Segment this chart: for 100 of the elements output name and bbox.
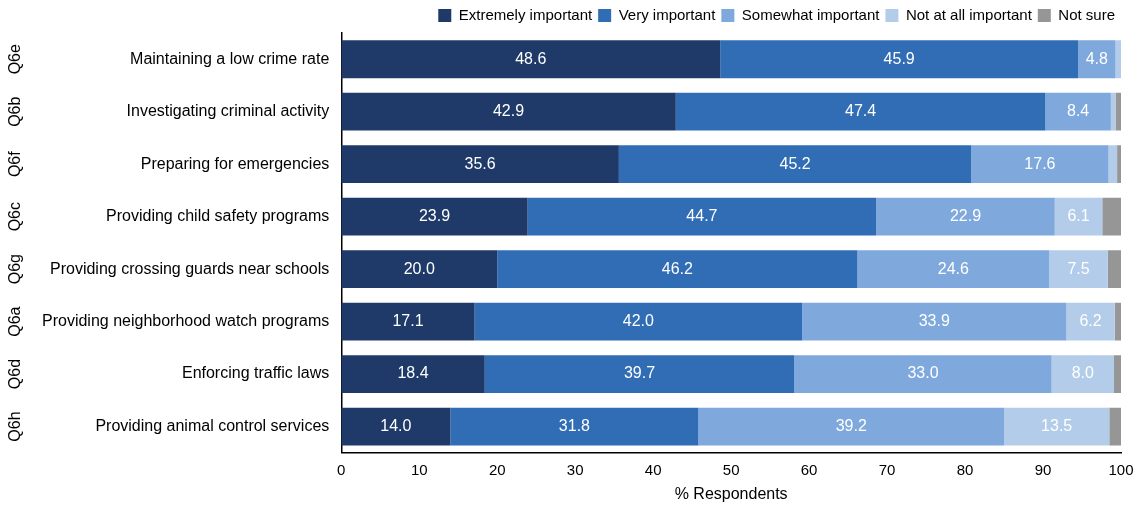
bar: [341, 302, 475, 341]
bar: [1078, 40, 1116, 79]
text: Q6g: [6, 254, 24, 285]
bar: [341, 407, 451, 446]
x-tick-label: 90: [1034, 460, 1052, 478]
legend-label: Extremely important: [458, 5, 593, 23]
bar: [341, 145, 619, 184]
legend-label: Very important: [618, 5, 717, 23]
data-label: 33.0: [907, 364, 939, 382]
y-tick-label: Providing animal control services: [95, 416, 330, 434]
data-label: 46.2: [661, 259, 694, 277]
data-label: 8.4: [1066, 102, 1090, 120]
x-tick-label: 60: [800, 460, 818, 478]
y-tick-label: Providing crossing guards near schools: [50, 259, 330, 277]
data-label: 42.9: [492, 102, 525, 120]
bar: [1054, 197, 1103, 236]
bar: [341, 92, 676, 131]
bar: [1066, 302, 1115, 341]
text: Q6b: [6, 96, 24, 127]
data-label: 7.5: [1067, 259, 1090, 277]
y-tick-label: Providing neighborhood watch programs: [42, 312, 330, 330]
bar: [1045, 92, 1111, 131]
x-tick-label: 70: [878, 460, 896, 478]
data-label: 42.0: [622, 312, 655, 330]
bar: [341, 197, 528, 236]
data-label: 6.2: [1079, 312, 1102, 330]
legend-label: Not at all important: [905, 5, 1033, 23]
x-tick-label: 30: [566, 460, 584, 478]
x-tick-label: 40: [644, 460, 662, 478]
bar: [1117, 145, 1121, 184]
bar: [497, 250, 858, 289]
data-label: 39.7: [623, 364, 656, 382]
bar: [1115, 92, 1121, 131]
legend-label: Somewhat important: [741, 5, 881, 23]
data-label: 14.0: [380, 416, 412, 434]
bar: [1102, 197, 1121, 236]
data-label: 8.0: [1071, 364, 1095, 382]
bar: [474, 302, 803, 341]
data-label: 31.8: [558, 416, 591, 434]
data-label: 39.2: [835, 416, 867, 434]
y-tick-label: Providing child safety programs: [106, 207, 330, 225]
bar: [675, 92, 1046, 131]
data-label: 23.9: [418, 207, 451, 225]
bar: [450, 407, 699, 446]
y-tick-label: Enforcing traffic laws: [181, 364, 330, 382]
data-label: 44.7: [686, 207, 718, 225]
bar: [1049, 250, 1108, 289]
bar: [341, 40, 721, 79]
bar: [1004, 407, 1110, 446]
text: Q6e: [6, 44, 24, 75]
bar: [618, 145, 972, 184]
bar: [720, 40, 1079, 79]
data-label: 48.6: [515, 49, 547, 67]
y-tick-label: Maintaining a low crime rate: [130, 49, 330, 67]
data-label: 13.5: [1041, 416, 1073, 434]
text: Q6f: [6, 150, 24, 178]
text: Q6c: [6, 201, 24, 232]
legend-label: Not sure: [1058, 5, 1116, 23]
y-tick-label: Investigating criminal activity: [126, 102, 330, 120]
bar: [484, 355, 795, 393]
x-axis-title: % Respondents: [674, 484, 788, 502]
data-label: 18.4: [397, 364, 429, 382]
bar: [802, 302, 1067, 341]
bar: [794, 355, 1052, 393]
bar: [1108, 145, 1118, 184]
data-label: 17.6: [1024, 154, 1056, 172]
x-tick-label: 10: [410, 460, 428, 478]
bar: [1051, 355, 1114, 393]
data-label: 17.1: [392, 312, 424, 330]
data-label: 45.2: [779, 154, 811, 172]
x-tick-label: 20: [488, 460, 506, 478]
data-label: 24.6: [937, 259, 970, 277]
bar: [1110, 92, 1116, 131]
bar: [971, 145, 1109, 184]
bar: [1114, 302, 1121, 341]
bar: [1109, 407, 1121, 446]
data-label: 20.0: [403, 259, 435, 277]
data-label: 45.9: [883, 49, 915, 67]
data-label: 22.9: [949, 207, 982, 225]
x-tick-label: 100: [1108, 460, 1134, 478]
text: Q6d: [6, 358, 24, 390]
x-tick-label: 0: [337, 460, 346, 478]
bar: [527, 197, 877, 236]
text: Q6a: [6, 306, 24, 337]
bar: [1107, 250, 1121, 289]
x-tick-label: 50: [722, 460, 740, 478]
bar: [876, 197, 1055, 236]
data-label: 35.6: [464, 154, 496, 172]
data-label: 6.1: [1067, 207, 1090, 225]
data-label: 47.4: [845, 102, 877, 120]
text: Q6h: [6, 411, 24, 442]
bar: [857, 250, 1050, 289]
bar: [341, 355, 485, 393]
bar: [1115, 40, 1121, 79]
data-label: 33.9: [918, 312, 950, 330]
bar: [1113, 355, 1121, 393]
y-tick-label: Preparing for emergencies: [140, 154, 330, 172]
data-label: 4.8: [1085, 49, 1109, 67]
bar: [341, 250, 498, 289]
bar: [698, 407, 1005, 446]
